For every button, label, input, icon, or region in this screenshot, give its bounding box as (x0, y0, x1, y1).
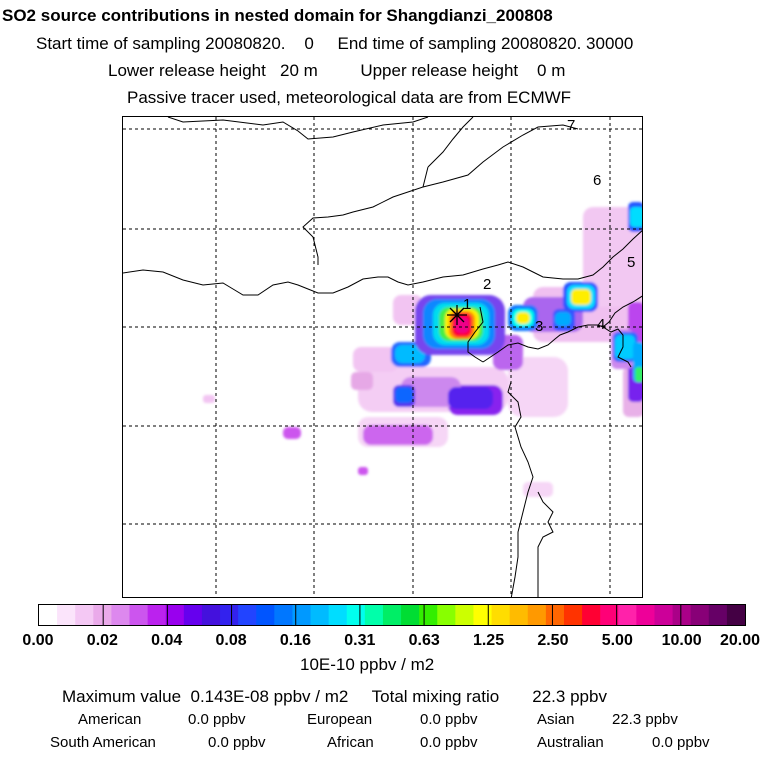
colorbar-swatch (165, 605, 185, 625)
colorbar-swatch (129, 605, 149, 625)
colorbar-swatch (111, 605, 131, 625)
colorbar-tick-label: 5.00 (601, 632, 633, 649)
colorbar-swatch (382, 605, 402, 625)
upper-value: 0 m (537, 61, 566, 80)
colorbar-swatch (201, 605, 221, 625)
colorbar-swatch (437, 605, 456, 625)
african-label: African (327, 734, 374, 751)
colorbar-swatch (75, 605, 94, 625)
colorbar-tick-label: 2.50 (537, 632, 569, 649)
asian-value: 22.3 ppbv (612, 711, 678, 728)
colorbar-swatch (401, 605, 420, 625)
colorbar-swatch (292, 605, 312, 625)
region-label-5: 5 (627, 254, 635, 271)
start-label: Start time of sampling (36, 34, 201, 53)
region-label-6: 6 (593, 172, 601, 189)
colorbar-swatch (654, 605, 674, 625)
colorbar-tick-label: 10.00 (661, 632, 702, 649)
colorbar-swatch (600, 605, 619, 625)
colorbar-swatch (618, 605, 637, 625)
end-label: End time of sampling (337, 34, 497, 53)
colorbar-tick-label: 0.02 (86, 632, 118, 649)
colorbar-swatch (220, 605, 239, 625)
colorbar-swatch (726, 605, 746, 625)
lower-value: 20 m (280, 61, 318, 80)
colorbar-swatch (310, 605, 330, 625)
colorbar-tick-label: 0.04 (151, 632, 183, 649)
colorbar-swatch (238, 605, 257, 625)
colorbar-swatch (545, 605, 565, 625)
colorbar-swatch (419, 605, 438, 625)
colorbar-tick-labels: 0.00 0.02 0.04 0.08 0.16 0.31 0.63 1.25 2.50 5.00… (0, 632, 768, 650)
south-american-label: South American (50, 734, 156, 751)
colorbar-swatch (708, 605, 728, 625)
region-label-7: 7 (567, 117, 575, 134)
region-label-2: 2 (483, 276, 491, 293)
colorbar-swatch (563, 605, 583, 625)
map-gridlines (123, 117, 642, 597)
south-american-value: 0.0 ppbv (208, 734, 266, 751)
colorbar-swatch (93, 605, 112, 625)
tracer-note: Passive tracer used, meteorological data… (127, 88, 572, 107)
colorbar-swatch (509, 605, 529, 625)
concentration-map: 1 2 3 4 5 6 7 (122, 116, 643, 598)
colorbar-swatch (491, 605, 511, 625)
max-label: Maximum value (62, 687, 182, 706)
colorbar-swatch (346, 605, 366, 625)
max-total-line: Maximum value 0.143E-08 ppbv / m2 Total … (62, 688, 607, 705)
colorbar-tick-label: 0.63 (408, 632, 440, 649)
colorbar-swatch (57, 605, 76, 625)
lower-label: Lower release height (108, 61, 266, 80)
colorbar-swatch (582, 605, 601, 625)
colorbar-tick-label: 0.31 (344, 632, 376, 649)
colorbar-swatch (328, 605, 348, 625)
colorbar-swatch (455, 605, 474, 625)
colorbar-swatch (690, 605, 710, 625)
total-value: 22.3 ppbv (532, 687, 607, 706)
colorbar-swatch (636, 605, 655, 625)
colorbar-swatch (473, 605, 493, 625)
colorbar-unit: 10E-10 ppbv / m2 (300, 655, 435, 674)
african-value: 0.0 ppbv (420, 734, 478, 751)
american-value: 0.0 ppbv (188, 711, 246, 728)
colorbar-swatch (672, 605, 692, 625)
colorbar (38, 604, 746, 626)
european-label: European (307, 711, 373, 728)
colorbar-tick-label: 20.00 (719, 632, 761, 649)
end-value: 20080820. 30000 (500, 34, 634, 53)
colorbar-swatch (39, 605, 58, 625)
colorbar-swatch (527, 605, 547, 625)
colorbar-swatch (147, 605, 167, 625)
region-label-4: 4 (597, 316, 605, 333)
map-boundaries (123, 117, 642, 597)
american-label: American (78, 711, 142, 728)
colorbar-swatch (364, 605, 384, 625)
start-value: 20080820. 0 (205, 34, 314, 53)
colorbar-tick-label: 1.25 (472, 632, 505, 649)
region-label-1: 1 (463, 296, 471, 313)
colorbar-tick-label: 0.16 (279, 632, 312, 649)
colorbar-swatch (274, 605, 293, 625)
colorbar-swatch (183, 605, 203, 625)
sampling-times: Start time of sampling 20080820. 0 End t… (36, 35, 633, 52)
australian-value: 0.0 ppbv (652, 734, 710, 751)
colorbar-swatch (256, 605, 275, 625)
asterisk-station-marker (447, 305, 467, 325)
colorbar-tick-label: 0.08 (215, 632, 247, 649)
concentration-field (203, 202, 642, 497)
australian-label: Australian (537, 734, 604, 751)
colorbar-tick-label: 0.00 (22, 632, 54, 649)
european-value: 0.0 ppbv (420, 711, 478, 728)
plot-title: SO2 source contributions in nested domai… (2, 6, 553, 25)
max-value: 0.143E-08 ppbv / m2 (190, 687, 349, 706)
asian-label: Asian (537, 711, 575, 728)
upper-label: Upper release height (360, 61, 519, 80)
map-canvas: 1 2 3 4 5 6 7 (123, 117, 642, 597)
release-heights: Lower release height 20 m Upper release … (108, 62, 565, 79)
region-label-3: 3 (535, 318, 543, 335)
total-label: Total mixing ratio (371, 687, 500, 706)
colorbar-svg (39, 605, 746, 625)
